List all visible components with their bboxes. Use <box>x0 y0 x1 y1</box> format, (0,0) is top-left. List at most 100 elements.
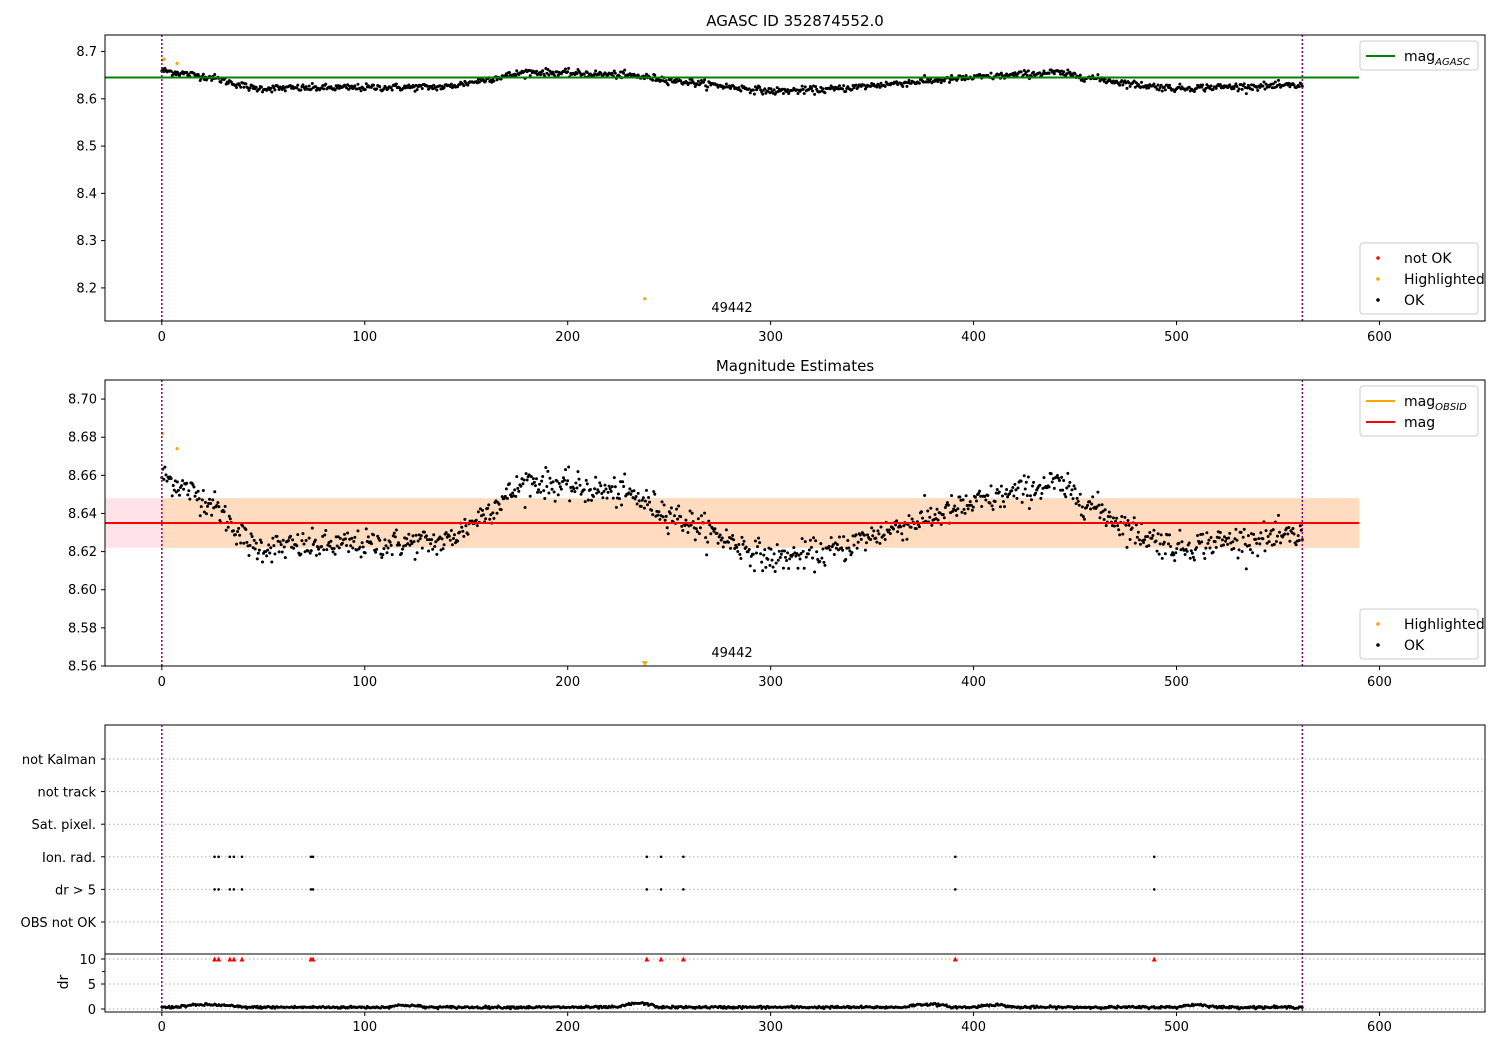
offscale-marker <box>641 661 648 666</box>
ok-point <box>539 490 543 494</box>
ok-point <box>724 82 728 86</box>
ok-point <box>474 518 478 522</box>
ok-point <box>1062 70 1066 74</box>
ok-point <box>165 479 169 483</box>
ok-point <box>1126 518 1130 522</box>
ok-point <box>1209 84 1213 88</box>
ok-point <box>530 482 534 486</box>
magnitude-panel: Magnitude Estimates 0 100 200 300 400 500 600 8… <box>68 357 1486 690</box>
ok-point <box>1134 81 1138 85</box>
ok-point <box>1056 476 1060 480</box>
ok-point <box>736 550 740 554</box>
ok-point <box>786 551 790 555</box>
ok-point <box>1163 88 1167 92</box>
ok-point <box>296 533 300 537</box>
flag-point <box>645 888 649 891</box>
ok-point <box>1209 536 1213 540</box>
ok-point <box>1008 492 1012 496</box>
ok-point <box>962 507 966 511</box>
ok-point <box>309 87 313 91</box>
ok-point <box>1136 530 1140 534</box>
ok-point <box>422 530 426 534</box>
ok-point <box>619 70 623 74</box>
ok-point <box>364 82 368 86</box>
ok-point <box>1132 516 1136 520</box>
ok-point <box>442 86 446 90</box>
ok-point <box>210 513 214 517</box>
dr-point <box>669 1006 673 1010</box>
ok-point <box>1218 531 1222 535</box>
ok-point <box>588 488 592 492</box>
ok-point <box>211 498 215 502</box>
ok-point <box>458 530 462 534</box>
ok-point <box>313 85 317 89</box>
ok-point <box>751 88 755 92</box>
ok-point <box>633 497 637 501</box>
ok-point <box>277 550 281 554</box>
ok-point <box>748 91 752 95</box>
ok-point <box>1205 531 1209 535</box>
x-tick-label: 400 <box>961 330 986 345</box>
ok-point <box>1146 535 1150 539</box>
ok-point <box>180 484 184 488</box>
ok-point <box>576 470 580 474</box>
panel1-frame <box>104 34 1486 322</box>
ok-point <box>544 465 548 469</box>
ok-point <box>282 545 286 549</box>
ok-point <box>216 501 220 505</box>
ok-point <box>224 528 228 532</box>
ok-point <box>838 535 841 539</box>
ok-point <box>523 506 527 509</box>
ok-point <box>248 86 252 90</box>
ok-point <box>397 543 401 547</box>
ok-point <box>441 547 445 551</box>
ok-point <box>1264 82 1268 86</box>
ok-point <box>1227 536 1231 540</box>
ok-point <box>1262 80 1266 84</box>
ok-point <box>504 487 508 491</box>
ok-point <box>758 85 762 89</box>
ok-point <box>895 80 899 84</box>
ok-point <box>1155 549 1159 553</box>
ok-point <box>222 510 226 514</box>
ok-point <box>1165 533 1169 537</box>
ok-point <box>1134 523 1138 527</box>
ok-point <box>1066 68 1070 72</box>
ok-point <box>1103 508 1107 512</box>
ok-point <box>594 475 598 479</box>
ok-point <box>404 543 408 547</box>
ok-point <box>948 80 951 84</box>
ok-point <box>454 541 458 545</box>
ok-point <box>1020 500 1024 504</box>
ok-point <box>726 540 730 544</box>
ok-point <box>408 543 412 547</box>
legend-marker <box>1376 256 1380 260</box>
ok-point <box>308 551 312 555</box>
ok-point <box>1082 517 1086 521</box>
ok-point <box>801 549 805 553</box>
ok-point <box>598 481 602 485</box>
ok-point <box>185 481 189 485</box>
ok-point <box>811 89 815 93</box>
ok-point <box>359 89 363 93</box>
ok-point <box>713 527 717 531</box>
ok-point <box>432 533 436 537</box>
ok-point <box>304 85 308 89</box>
ok-point <box>1091 495 1095 499</box>
flag-point <box>645 855 649 859</box>
ok-point <box>578 483 582 487</box>
ok-point <box>557 481 561 485</box>
ok-point <box>1004 492 1008 496</box>
ok-point <box>1032 480 1036 484</box>
ok-point <box>846 539 850 543</box>
ok-point <box>320 545 324 549</box>
ok-point <box>324 528 328 532</box>
ok-point <box>1130 526 1134 530</box>
ok-point <box>731 534 735 538</box>
ok-point <box>1271 528 1275 532</box>
ok-point <box>1101 509 1105 513</box>
ok-point <box>983 495 987 499</box>
ok-point <box>850 88 854 92</box>
ok-point <box>516 486 520 490</box>
